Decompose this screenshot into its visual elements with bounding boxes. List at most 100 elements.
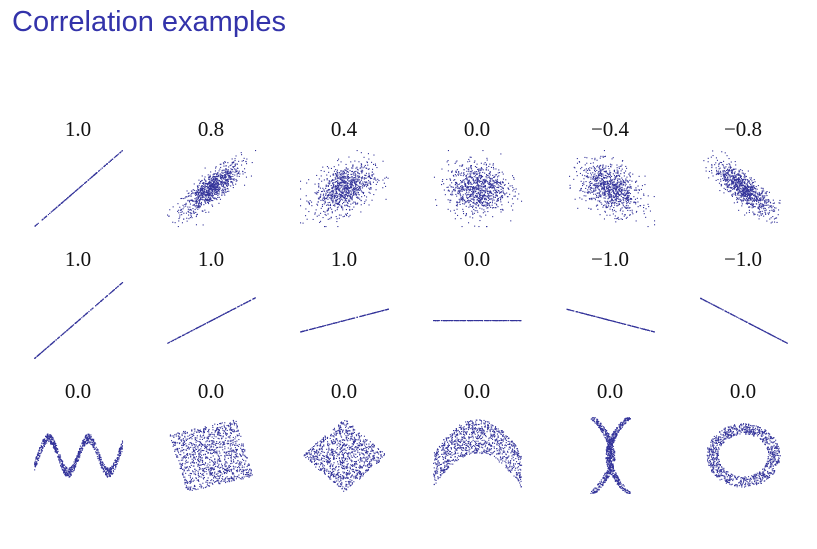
data-point <box>75 322 77 324</box>
data-point <box>53 209 55 211</box>
data-point <box>219 176 221 178</box>
data-point <box>458 171 460 173</box>
data-point <box>207 182 209 184</box>
data-point <box>234 165 236 167</box>
data-point <box>512 190 514 192</box>
data-point <box>754 181 756 183</box>
data-point <box>351 197 353 199</box>
data-point <box>321 191 323 193</box>
data-point <box>351 189 353 191</box>
data-point <box>465 201 467 203</box>
data-point <box>478 180 480 182</box>
data-point <box>743 173 745 175</box>
panel-label: 0.8 <box>198 117 224 141</box>
data-point <box>233 178 235 180</box>
data-point <box>471 195 473 197</box>
data-point <box>473 190 475 192</box>
data-point <box>593 166 595 168</box>
data-point <box>625 190 627 192</box>
data-point <box>326 210 328 212</box>
data-point <box>348 194 350 196</box>
data-point <box>601 175 603 177</box>
data-point <box>224 176 226 178</box>
data-point <box>754 199 756 201</box>
data-point <box>747 198 749 200</box>
data-point <box>354 171 356 173</box>
data-point <box>607 195 609 197</box>
data-point <box>495 195 497 197</box>
data-point <box>336 173 338 175</box>
data-point <box>346 176 348 178</box>
data-point <box>492 184 494 186</box>
data-point <box>450 193 452 195</box>
data-point <box>210 181 212 183</box>
data-point <box>211 192 213 194</box>
data-point <box>39 353 41 355</box>
data-point <box>776 217 778 219</box>
data-point <box>734 193 736 195</box>
data-point <box>616 194 618 196</box>
data-point <box>323 193 325 195</box>
data-point <box>218 180 220 182</box>
data-point <box>63 200 65 202</box>
data-point <box>227 184 229 186</box>
data-point <box>222 174 224 176</box>
data-point <box>207 201 209 203</box>
data-point <box>210 195 212 197</box>
data-point <box>591 182 593 184</box>
data-point <box>85 313 87 315</box>
data-point <box>513 177 515 179</box>
data-point <box>463 203 465 205</box>
data-point <box>499 172 501 174</box>
data-point <box>337 160 339 162</box>
data-point <box>732 175 734 177</box>
data-point <box>611 209 613 211</box>
data-point <box>482 202 484 204</box>
data-point <box>502 181 504 183</box>
data-point <box>732 177 734 179</box>
data-point <box>477 177 479 179</box>
data-point <box>625 206 627 208</box>
data-point <box>373 163 375 165</box>
data-point <box>210 185 212 187</box>
data-point <box>738 173 740 175</box>
data-point <box>333 185 335 187</box>
data-point <box>466 201 468 203</box>
data-point <box>236 180 238 182</box>
data-point <box>759 205 761 207</box>
data-point <box>189 206 191 208</box>
data-point <box>619 191 621 193</box>
data-point <box>584 169 586 171</box>
data-point <box>576 162 578 164</box>
data-point <box>361 172 363 174</box>
data-point <box>763 205 765 207</box>
data-point <box>513 188 515 190</box>
data-point <box>197 197 199 199</box>
data-point <box>476 166 478 168</box>
data-point <box>615 172 617 174</box>
data-point <box>746 191 748 193</box>
data-point <box>231 181 233 183</box>
data-point <box>618 184 620 186</box>
data-point <box>195 203 197 205</box>
data-point <box>351 183 353 185</box>
data-point <box>339 193 341 195</box>
data-point <box>350 203 352 205</box>
data-point <box>347 205 349 207</box>
data-point <box>211 182 213 184</box>
data-point <box>613 178 615 180</box>
data-point <box>594 184 596 186</box>
data-point <box>234 170 236 172</box>
data-point <box>595 177 597 179</box>
data-point <box>754 186 756 188</box>
data-point <box>208 192 210 194</box>
data-point <box>336 188 338 190</box>
data-point <box>330 205 332 207</box>
data-point <box>463 172 465 174</box>
data-point <box>752 191 754 193</box>
data-point <box>740 175 742 177</box>
data-point <box>363 177 365 179</box>
data-point <box>625 193 627 195</box>
data-point <box>759 193 761 195</box>
data-point <box>316 203 318 205</box>
